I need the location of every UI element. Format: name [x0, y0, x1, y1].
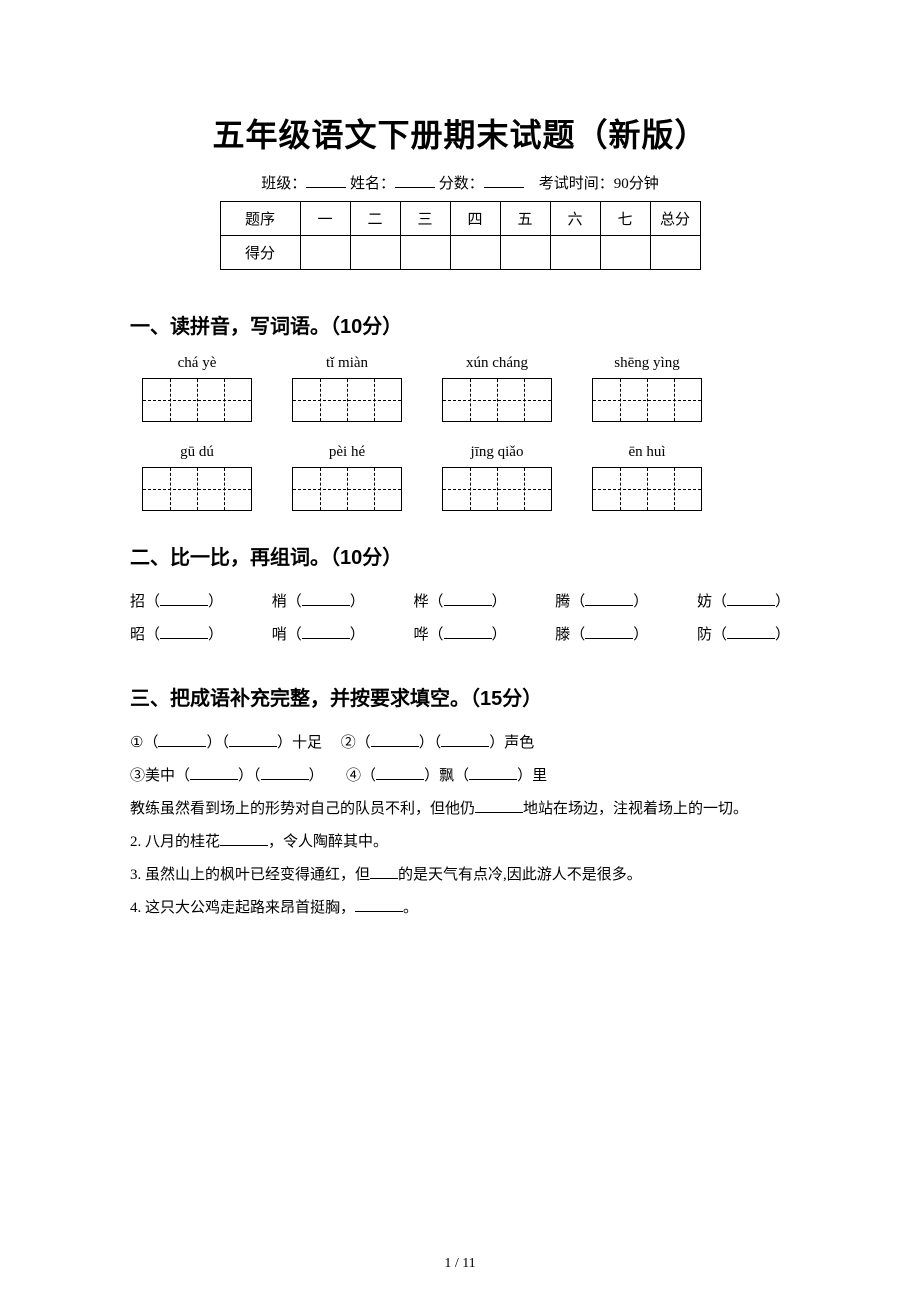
char-box[interactable] [142, 378, 252, 422]
compare-item: 防（） [697, 619, 790, 652]
fill-blank[interactable] [444, 591, 492, 606]
compare-item: 桦（） [413, 586, 506, 619]
compare-item: 腾（） [555, 586, 648, 619]
fill-blank[interactable] [444, 624, 492, 639]
char-box[interactable] [292, 378, 402, 422]
compare-item: 滕（） [555, 619, 648, 652]
pinyin-label: gū dú [142, 444, 252, 461]
compare-item: 招（） [130, 586, 223, 619]
class-label: 班级： [261, 176, 306, 192]
fill-blank[interactable] [370, 864, 398, 879]
char-box[interactable] [442, 378, 552, 422]
col-6: 六 [550, 202, 600, 236]
pinyin-label: tǐ miàn [292, 355, 402, 372]
fill-blank[interactable] [190, 765, 238, 780]
char-box[interactable] [292, 467, 402, 511]
fill-blank[interactable] [585, 624, 633, 639]
fill-blank[interactable] [355, 897, 403, 912]
fill-blank[interactable] [302, 624, 350, 639]
score-label: 分数： [439, 176, 484, 192]
table-row: 题序 一 二 三 四 五 六 七 总分 [220, 202, 700, 236]
fill-blank[interactable] [160, 624, 208, 639]
score-cell[interactable] [450, 236, 500, 270]
score-cell[interactable] [400, 236, 450, 270]
fill-blank[interactable] [475, 798, 523, 813]
fill-blank[interactable] [229, 732, 277, 747]
col-2: 二 [350, 202, 400, 236]
sentence-4: 4. 这只大公鸡走起路来昂首挺胸，。 [130, 892, 790, 925]
name-blank[interactable] [395, 173, 435, 188]
col-4: 四 [450, 202, 500, 236]
name-label: 姓名： [350, 176, 395, 192]
pinyin-label: pèi hé [292, 444, 402, 461]
section-3-heading: 三、把成语补充完整，并按要求填空。（15分） [130, 682, 790, 711]
pinyin-label: chá yè [142, 355, 252, 372]
col-5: 五 [500, 202, 550, 236]
score-blank[interactable] [484, 173, 524, 188]
exam-page: 五年级语文下册期末试题（新版） 班级： 姓名： 分数： 考试时间：90分钟 题序… [0, 0, 920, 1302]
score-cell[interactable] [500, 236, 550, 270]
page-number: 1 / 11 [0, 1256, 920, 1272]
char-box[interactable] [592, 467, 702, 511]
col-3: 三 [400, 202, 450, 236]
section-2-heading: 二、比一比，再组词。（10分） [130, 541, 790, 570]
sentence-1: 教练虽然看到场上的形势对自己的队员不利，但他仍地站在场边，注视着场上的一切。 [130, 793, 790, 826]
score-cell[interactable] [350, 236, 400, 270]
pinyin-label: ēn huì [592, 444, 702, 461]
score-cell[interactable] [550, 236, 600, 270]
col-1: 一 [300, 202, 350, 236]
exam-time-label: 考试时间： [539, 176, 614, 192]
char-box[interactable] [592, 378, 702, 422]
fill-blank[interactable] [376, 765, 424, 780]
compare-grid: 招（） 梢（） 桦（） 腾（） 妨（） 昭（） 哨（） 哗（） 滕（） 防（） [130, 586, 790, 652]
pinyin-label: xún cháng [442, 355, 552, 372]
info-line: 班级： 姓名： 分数： 考试时间：90分钟 [130, 172, 790, 193]
fill-blank[interactable] [220, 831, 268, 846]
fill-blank[interactable] [469, 765, 517, 780]
fill-blank[interactable] [158, 732, 206, 747]
fill-blank[interactable] [727, 591, 775, 606]
sentence-3: 3. 虽然山上的枫叶已经变得通红，但的是天气有点冷,因此游人不是很多。 [130, 859, 790, 892]
answer-boxes-row [130, 378, 790, 422]
fill-blank[interactable] [371, 732, 419, 747]
fill-blank[interactable] [441, 732, 489, 747]
compare-item: 哨（） [272, 619, 365, 652]
section-1-heading: 一、读拼音，写词语。（10分） [130, 310, 790, 339]
compare-item: 哗（） [413, 619, 506, 652]
compare-item: 妨（） [697, 586, 790, 619]
col-7: 七 [600, 202, 650, 236]
fill-blank[interactable] [302, 591, 350, 606]
fill-blank[interactable] [727, 624, 775, 639]
pinyin-row: gū dú pèi hé jīng qiǎo ēn huì [130, 444, 790, 461]
score-cell[interactable] [600, 236, 650, 270]
char-box[interactable] [142, 467, 252, 511]
score-cell[interactable] [300, 236, 350, 270]
pinyin-row: chá yè tǐ miàn xún cháng shēng yìng [130, 355, 790, 372]
pinyin-label: jīng qiǎo [442, 444, 552, 461]
exam-time-value: 90分钟 [614, 176, 659, 192]
col-total: 总分 [650, 202, 700, 236]
pinyin-label: shēng yìng [592, 355, 702, 372]
fill-blank[interactable] [585, 591, 633, 606]
compare-item: 梢（） [272, 586, 365, 619]
score-cell[interactable] [650, 236, 700, 270]
fill-blank[interactable] [160, 591, 208, 606]
compare-item: 昭（） [130, 619, 223, 652]
sentence-2: 2. 八月的桂花，令人陶醉其中。 [130, 826, 790, 859]
idiom-line-1: ①（）（）十足 ②（）（）声色 [130, 727, 790, 760]
class-blank[interactable] [306, 173, 346, 188]
compare-row: 招（） 梢（） 桦（） 腾（） 妨（） [130, 586, 790, 619]
section-3-body: ①（）（）十足 ②（）（）声色 ③美中（）（） ④（）飘（）里 教练虽然看到场上… [130, 727, 790, 925]
page-title: 五年级语文下册期末试题（新版） [130, 110, 790, 156]
answer-boxes-row [130, 467, 790, 511]
compare-row: 昭（） 哨（） 哗（） 滕（） 防（） [130, 619, 790, 652]
char-box[interactable] [442, 467, 552, 511]
table-row: 得分 [220, 236, 700, 270]
idiom-line-2: ③美中（）（） ④（）飘（）里 [130, 760, 790, 793]
fill-blank[interactable] [261, 765, 309, 780]
score-table: 题序 一 二 三 四 五 六 七 总分 得分 [220, 201, 701, 270]
score-row-label: 得分 [220, 236, 300, 270]
score-table-label: 题序 [220, 202, 300, 236]
